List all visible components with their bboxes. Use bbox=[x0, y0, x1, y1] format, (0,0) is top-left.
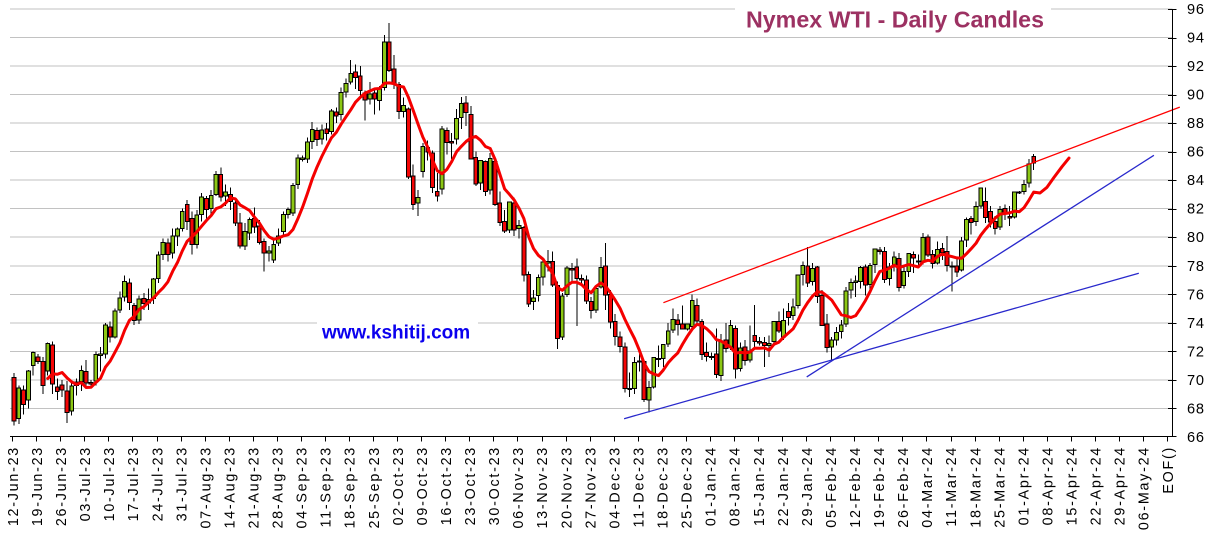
svg-text:74: 74 bbox=[1187, 316, 1205, 332]
svg-text:18-Dec-23: 18-Dec-23 bbox=[656, 446, 672, 529]
svg-text:96: 96 bbox=[1187, 2, 1205, 18]
svg-text:86: 86 bbox=[1187, 145, 1205, 161]
svg-text:13-Nov-23: 13-Nov-23 bbox=[535, 446, 551, 529]
svg-text:14-Aug-23: 14-Aug-23 bbox=[222, 446, 238, 529]
svg-text:82: 82 bbox=[1187, 202, 1205, 218]
svg-text:03-Jul-23: 03-Jul-23 bbox=[78, 446, 94, 521]
svg-text:28-Aug-23: 28-Aug-23 bbox=[271, 446, 287, 529]
svg-text:06-May-24: 06-May-24 bbox=[1137, 446, 1153, 530]
svg-text:22-Jan-24: 22-Jan-24 bbox=[776, 446, 792, 526]
svg-text:10-Jul-23: 10-Jul-23 bbox=[102, 446, 118, 521]
svg-text:11-Sep-23: 11-Sep-23 bbox=[319, 446, 335, 527]
svg-text:04-Sep-23: 04-Sep-23 bbox=[295, 446, 311, 529]
svg-text:84: 84 bbox=[1187, 173, 1205, 189]
svg-text:19-Jun-23: 19-Jun-23 bbox=[30, 446, 46, 526]
svg-text:90: 90 bbox=[1187, 88, 1205, 104]
svg-text:80: 80 bbox=[1187, 230, 1205, 246]
svg-text:26-Feb-24: 26-Feb-24 bbox=[896, 446, 912, 528]
svg-text:11-Dec-23: 11-Dec-23 bbox=[632, 446, 648, 527]
svg-text:29-Jan-24: 29-Jan-24 bbox=[800, 446, 816, 526]
svg-text:17-Jul-23: 17-Jul-23 bbox=[126, 446, 142, 521]
svg-text:30-Oct-23: 30-Oct-23 bbox=[487, 446, 503, 525]
svg-text:06-Nov-23: 06-Nov-23 bbox=[511, 446, 527, 529]
svg-text:88: 88 bbox=[1187, 116, 1205, 132]
svg-text:26-Jun-23: 26-Jun-23 bbox=[54, 446, 70, 526]
svg-text:01-Jan-24: 01-Jan-24 bbox=[704, 446, 720, 526]
svg-text:31-Jul-23: 31-Jul-23 bbox=[174, 446, 190, 521]
svg-text:04-Mar-24: 04-Mar-24 bbox=[920, 446, 936, 528]
svg-text:78: 78 bbox=[1187, 259, 1205, 275]
svg-text:15-Jan-24: 15-Jan-24 bbox=[752, 446, 768, 526]
svg-text:16-Oct-23: 16-Oct-23 bbox=[439, 446, 455, 525]
svg-text:11-Mar-24: 11-Mar-24 bbox=[944, 446, 960, 527]
svg-text:EOF(): EOF() bbox=[1161, 446, 1177, 494]
svg-text:07-Aug-23: 07-Aug-23 bbox=[198, 446, 214, 529]
svg-text:12-Jun-23: 12-Jun-23 bbox=[6, 446, 22, 526]
svg-text:25-Sep-23: 25-Sep-23 bbox=[367, 446, 383, 529]
svg-text:76: 76 bbox=[1187, 287, 1205, 303]
svg-text:20-Nov-23: 20-Nov-23 bbox=[559, 446, 575, 529]
svg-text:70: 70 bbox=[1187, 373, 1205, 389]
svg-text:24-Jul-23: 24-Jul-23 bbox=[150, 446, 166, 521]
svg-text:08-Apr-24: 08-Apr-24 bbox=[1041, 446, 1057, 525]
svg-text:12-Feb-24: 12-Feb-24 bbox=[848, 446, 864, 528]
svg-text:94: 94 bbox=[1187, 31, 1205, 47]
svg-text:04-Dec-23: 04-Dec-23 bbox=[607, 446, 623, 529]
svg-text:23-Oct-23: 23-Oct-23 bbox=[463, 446, 479, 525]
svg-text:21-Aug-23: 21-Aug-23 bbox=[247, 446, 263, 529]
svg-text:08-Jan-24: 08-Jan-24 bbox=[728, 446, 744, 526]
svg-text:72: 72 bbox=[1187, 344, 1205, 360]
svg-text:19-Feb-24: 19-Feb-24 bbox=[872, 446, 888, 528]
svg-text:92: 92 bbox=[1187, 59, 1205, 75]
svg-text:09-Oct-23: 09-Oct-23 bbox=[415, 446, 431, 525]
svg-text:22-Apr-24: 22-Apr-24 bbox=[1089, 446, 1105, 525]
svg-text:27-Nov-23: 27-Nov-23 bbox=[583, 446, 599, 529]
svg-text:29-Apr-24: 29-Apr-24 bbox=[1113, 446, 1129, 525]
svg-text:01-Apr-24: 01-Apr-24 bbox=[1016, 446, 1032, 525]
svg-text:68: 68 bbox=[1187, 401, 1205, 417]
svg-text:Nymex WTI - Daily Candles: Nymex WTI - Daily Candles bbox=[746, 6, 1044, 32]
svg-text:05-Feb-24: 05-Feb-24 bbox=[824, 446, 840, 528]
svg-text:www.kshitij.com: www.kshitij.com bbox=[321, 322, 470, 343]
svg-text:18-Mar-24: 18-Mar-24 bbox=[968, 446, 984, 528]
svg-text:25-Dec-23: 25-Dec-23 bbox=[680, 446, 696, 529]
svg-text:66: 66 bbox=[1187, 430, 1205, 446]
svg-text:18-Sep-23: 18-Sep-23 bbox=[343, 446, 359, 529]
svg-text:15-Apr-24: 15-Apr-24 bbox=[1065, 446, 1081, 525]
svg-text:25-Mar-24: 25-Mar-24 bbox=[992, 446, 1008, 528]
svg-text:02-Oct-23: 02-Oct-23 bbox=[391, 446, 407, 525]
